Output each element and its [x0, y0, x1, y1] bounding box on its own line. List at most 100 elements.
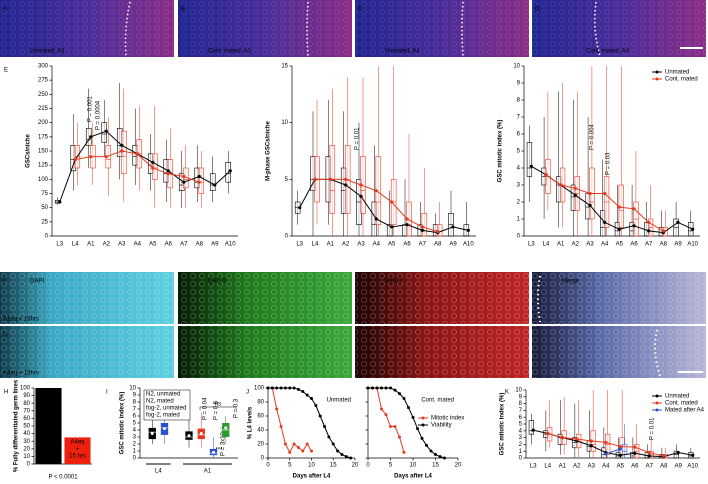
x-tick-label: 0: [266, 463, 270, 469]
legend-box: [143, 389, 191, 421]
mean-marker: [575, 437, 579, 441]
legend-label: Unmated: [665, 394, 689, 400]
mean-line: [531, 165, 693, 234]
point: [375, 386, 379, 390]
mean-marker: [604, 452, 608, 456]
panel-caption: Cont. mated, A4: [586, 49, 630, 55]
legend-marker: [655, 77, 659, 81]
y-tick-label: 200: [38, 120, 49, 126]
legend-marker: [655, 70, 659, 74]
y-tick-label: 90: [23, 393, 30, 399]
y-tick-label: 7: [519, 408, 523, 414]
panel-letter: C: [358, 7, 363, 13]
mean-marker: [573, 193, 577, 197]
x-tick-label: A7: [645, 242, 653, 248]
mean-marker: [359, 183, 363, 187]
y-tick-label: 9: [133, 393, 137, 399]
x-tick-label: A5: [388, 242, 396, 248]
mean-marker: [661, 229, 665, 233]
niche-boundary: [593, 1, 601, 57]
x-tick-label: A3: [357, 242, 365, 248]
panel-letter: G: [3, 333, 8, 339]
panel-letter: A: [3, 7, 7, 13]
mean-marker: [73, 157, 77, 162]
panel-caption: A4eq + 15hrs: [3, 371, 39, 377]
mean-marker: [58, 200, 62, 204]
chart-title: Unmated: [327, 398, 351, 404]
x-tick-label: L4: [543, 242, 550, 248]
y-axis-title: GSC mitotic index (%): [498, 120, 504, 183]
x-tick-label: A6: [165, 242, 173, 248]
point: [393, 388, 397, 392]
x-tick-label: A5: [617, 464, 625, 470]
mean-dot: [150, 432, 154, 435]
point: [296, 446, 300, 449]
y-tick-label: 250: [38, 92, 49, 98]
bar-label: +: [76, 447, 80, 453]
mean-marker: [135, 152, 139, 156]
niche-boundary: [654, 329, 661, 377]
annotation: P = 0.0004: [96, 100, 102, 130]
point: [305, 393, 309, 397]
legend-label: N2, unmated: [146, 392, 180, 398]
y-tick-label: 100: [38, 177, 49, 183]
x-tick-label: L3: [296, 242, 303, 248]
y-tick-label: 80: [257, 400, 264, 406]
x-tick-label: A10: [225, 242, 236, 248]
y-tick-label: 0: [133, 456, 137, 462]
y-tick-label: 75: [41, 191, 48, 197]
series-line: [368, 387, 405, 453]
point: [331, 442, 335, 446]
micrograph-texture: [355, 272, 529, 324]
x-tick-label: A6: [631, 464, 639, 470]
point: [384, 386, 388, 390]
point: [380, 407, 383, 411]
y-tick-label: 225: [38, 106, 49, 112]
y-tick-label: 9: [519, 394, 523, 400]
bar-label: 15 hrs: [69, 454, 86, 460]
point: [288, 450, 292, 454]
mean-marker: [633, 451, 637, 455]
legend-marker: [655, 394, 659, 398]
mean-marker: [390, 225, 394, 229]
mean-marker: [691, 227, 695, 231]
y-tick-label: 6: [517, 132, 521, 138]
panel-letter: E: [4, 68, 8, 74]
mean-marker: [632, 207, 636, 211]
panel-caption: A1eq + 15hrs: [3, 317, 39, 323]
y-tick-label: 7: [133, 407, 137, 413]
x-tick-label: A1: [559, 464, 567, 470]
y-tick-label: 150: [38, 149, 49, 155]
mean-marker: [647, 229, 651, 233]
y-tick-label: 40: [257, 428, 264, 434]
legend-label: Viability: [431, 423, 452, 429]
y-tick-label: 3: [133, 435, 137, 441]
niche-boundary: [537, 275, 541, 323]
mean-marker: [603, 220, 607, 224]
y-tick-label: 25: [41, 219, 48, 225]
y-tick-label: 6: [133, 414, 137, 420]
mean-marker: [328, 177, 332, 181]
mean-line: [533, 429, 693, 458]
mean-marker: [617, 227, 621, 231]
niche-boundary: [124, 1, 131, 57]
x-tick-label: A8: [196, 242, 204, 248]
mean-marker: [405, 223, 409, 227]
x-tick-label: A7: [180, 242, 188, 248]
point: [301, 390, 305, 393]
point: [411, 415, 415, 419]
y-tick-label: 8: [517, 98, 521, 104]
annotation: P = 0.01: [650, 417, 656, 440]
mean-marker: [298, 206, 302, 210]
mean-marker: [104, 155, 108, 159]
mean-marker: [313, 177, 317, 181]
y-tick-label: 2: [517, 200, 521, 206]
mean-marker: [691, 453, 695, 457]
y-tick-label: 0: [285, 234, 289, 240]
mean-marker: [603, 191, 607, 196]
panel-caption: Unmated, A4: [385, 49, 420, 55]
x-tick-label: A9: [449, 242, 457, 248]
annotation: P = 3x10⁻⁷: [220, 427, 227, 456]
y-tick-label: 20: [23, 446, 30, 452]
legend-label: Mitotic index: [431, 416, 464, 422]
